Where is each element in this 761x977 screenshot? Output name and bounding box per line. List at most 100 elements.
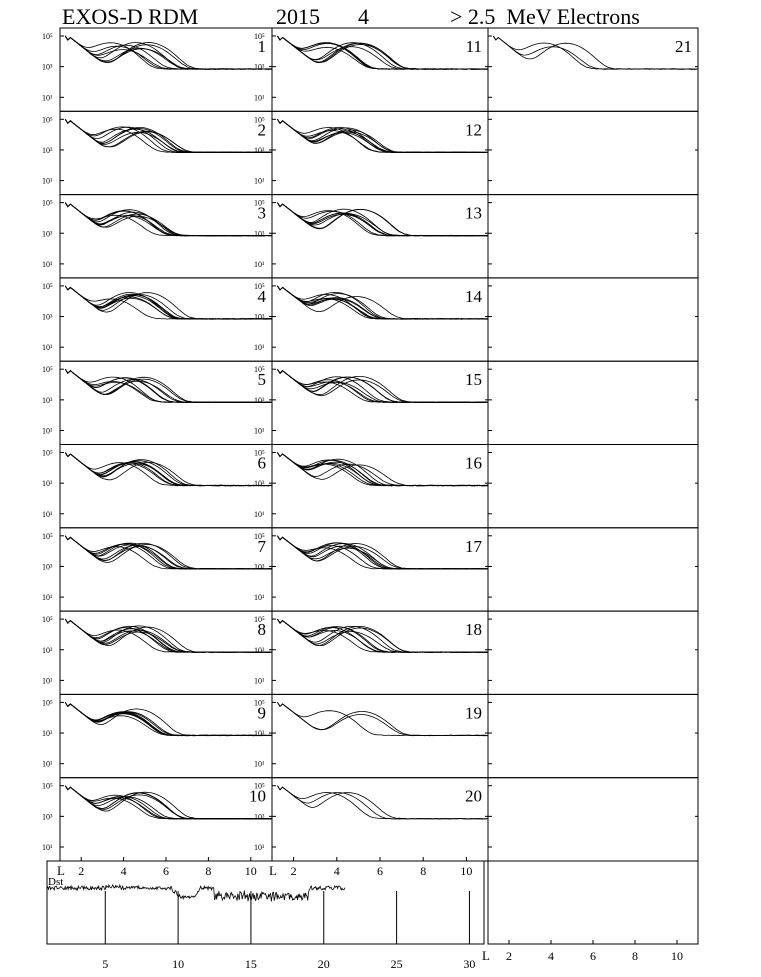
y-tick-label: 10³ bbox=[254, 562, 265, 571]
panel-frame bbox=[487, 777, 699, 862]
flux-profile-line bbox=[64, 35, 272, 70]
y-tick-label: 10³ bbox=[254, 313, 265, 322]
y-tick-label: 10¹ bbox=[254, 260, 265, 269]
flux-profile-line bbox=[492, 35, 698, 70]
x-tick-label: 2 bbox=[506, 949, 512, 963]
panel-day-label: 10 bbox=[249, 787, 266, 806]
x-tick-label: 8 bbox=[420, 864, 426, 878]
x-tick-label: 8 bbox=[632, 949, 638, 963]
flux-profile-line bbox=[277, 618, 488, 653]
panel-day-label: 1 bbox=[258, 37, 267, 56]
panel-frame bbox=[271, 610, 489, 695]
panel-day-label: 8 bbox=[258, 620, 267, 639]
panel-frame bbox=[59, 360, 273, 446]
flux-profile-line bbox=[64, 702, 272, 737]
panel-frame bbox=[271, 777, 489, 862]
y-tick-label: 10⁵ bbox=[254, 199, 265, 208]
flux-profile-line bbox=[277, 35, 488, 70]
panel-day-label: 18 bbox=[465, 620, 482, 639]
y-tick-label: 10³ bbox=[254, 479, 265, 488]
flux-profile-line bbox=[277, 368, 488, 403]
flux-profile-line bbox=[277, 452, 488, 487]
y-tick-label: 10¹ bbox=[254, 177, 265, 186]
y-tick-label: 10⁵ bbox=[42, 115, 53, 124]
flux-profile-line bbox=[64, 702, 272, 737]
dst-x-tick-label: 15 bbox=[245, 957, 257, 971]
flux-profile-line bbox=[277, 35, 488, 70]
panel-day-label: 14 bbox=[465, 287, 483, 306]
flux-profile-line bbox=[492, 35, 698, 70]
x-tick-label: 6 bbox=[163, 864, 169, 878]
y-tick-label: 10¹ bbox=[254, 760, 265, 769]
panel-day-label: 7 bbox=[258, 537, 267, 556]
dst-label: Dst bbox=[48, 876, 63, 888]
flux-profile-line bbox=[277, 368, 488, 403]
flux-profile-line bbox=[277, 202, 488, 237]
flux-profile-line bbox=[64, 285, 272, 320]
y-tick-label: 10⁵ bbox=[42, 365, 53, 374]
flux-profile-line bbox=[277, 785, 488, 820]
panel-day-label: 12 bbox=[465, 120, 482, 139]
flux-profile-line bbox=[64, 285, 272, 320]
x-axis-label: L bbox=[269, 863, 277, 878]
flux-profile-line bbox=[64, 535, 272, 570]
y-tick-label: 10¹ bbox=[254, 676, 265, 685]
flux-profile-line bbox=[64, 368, 272, 403]
flux-profile-line bbox=[64, 785, 272, 820]
y-tick-label: 10¹ bbox=[254, 343, 265, 352]
y-tick-label: 10¹ bbox=[42, 343, 53, 352]
y-tick-label: 10¹ bbox=[42, 260, 53, 269]
panel-frame bbox=[487, 693, 699, 779]
y-tick-label: 10³ bbox=[42, 63, 53, 72]
flux-profile-line bbox=[277, 702, 488, 737]
y-tick-label: 10⁵ bbox=[42, 449, 53, 458]
flux-profile-line bbox=[64, 702, 272, 737]
panel-frame bbox=[487, 360, 699, 446]
flux-profile-line bbox=[64, 202, 272, 237]
x-tick-label: 2 bbox=[291, 864, 297, 878]
y-tick-label: 10⁵ bbox=[42, 698, 53, 707]
y-tick-label: 10³ bbox=[254, 229, 265, 238]
flux-profile-line bbox=[64, 535, 272, 570]
y-tick-label: 10¹ bbox=[42, 93, 53, 102]
y-tick-label: 10⁵ bbox=[42, 532, 53, 541]
flux-profile-line bbox=[64, 785, 272, 820]
flux-profile-line bbox=[64, 285, 272, 320]
y-tick-label: 10¹ bbox=[42, 843, 53, 852]
flux-profile-line bbox=[277, 535, 488, 570]
y-tick-label: 10¹ bbox=[254, 93, 265, 102]
y-tick-label: 10⁵ bbox=[254, 115, 265, 124]
flux-profile-line bbox=[277, 368, 488, 403]
flux-profile-line bbox=[64, 285, 272, 320]
dst-x-tick-label: 5 bbox=[102, 957, 108, 971]
y-tick-label: 10⁵ bbox=[254, 615, 265, 624]
panel-frame bbox=[487, 610, 699, 695]
x-tick-label: 2 bbox=[78, 864, 84, 878]
instrument-title: EXOS-D RDM bbox=[62, 4, 199, 29]
flux-profile-line bbox=[64, 785, 272, 820]
panel-frame bbox=[487, 194, 699, 279]
channel-label: > 2.5 MeV Electrons bbox=[450, 4, 640, 29]
y-tick-label: 10¹ bbox=[254, 593, 265, 602]
panel-day-label: 4 bbox=[258, 287, 267, 306]
y-tick-label: 10¹ bbox=[42, 427, 53, 436]
flux-profile-line bbox=[277, 368, 488, 403]
y-tick-label: 10³ bbox=[254, 63, 265, 72]
flux-profile-line bbox=[277, 368, 488, 403]
y-tick-label: 10⁵ bbox=[42, 282, 53, 291]
flux-profile-line bbox=[64, 285, 272, 320]
panel-day-label: 19 bbox=[465, 703, 482, 722]
x-tick-label: 4 bbox=[121, 864, 127, 878]
x-tick-label: 6 bbox=[377, 864, 383, 878]
y-tick-label: 10⁵ bbox=[42, 615, 53, 624]
flux-profile-line bbox=[277, 702, 488, 737]
x-tick-label: 10 bbox=[245, 864, 257, 878]
panel-day-label: 15 bbox=[465, 370, 482, 389]
flux-profile-line bbox=[64, 35, 272, 70]
flux-profile-line bbox=[64, 368, 272, 403]
flux-profile-line bbox=[277, 785, 488, 820]
flux-profile-line bbox=[277, 285, 488, 320]
x-tick-label: 6 bbox=[590, 949, 596, 963]
flux-profile-line bbox=[277, 368, 488, 403]
